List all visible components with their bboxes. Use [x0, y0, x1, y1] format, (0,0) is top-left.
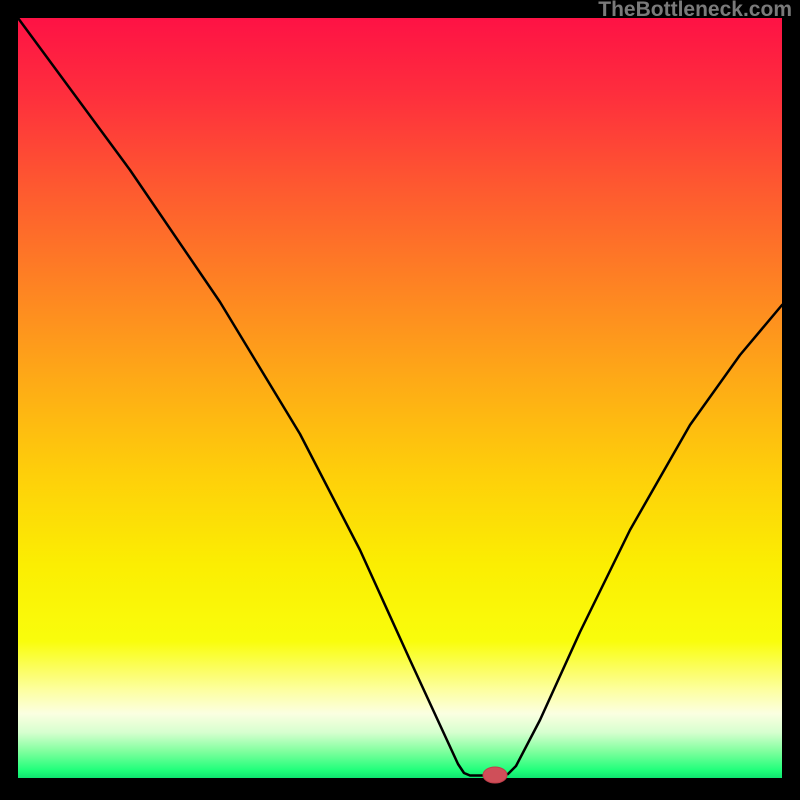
- watermark-text: TheBottleneck.com: [598, 0, 792, 22]
- optimum-marker: [483, 767, 507, 783]
- bottleneck-curve: [18, 18, 782, 776]
- curve-layer: [0, 0, 800, 800]
